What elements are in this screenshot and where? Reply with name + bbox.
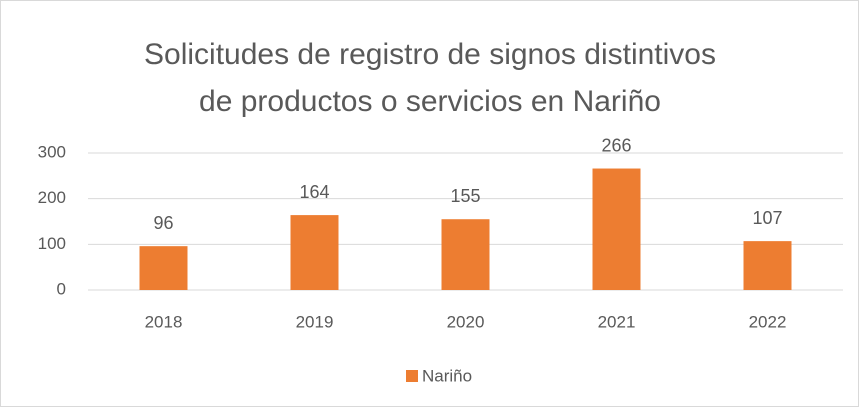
data-label: 266 [601, 135, 631, 155]
legend-label: Nariño [422, 366, 472, 385]
x-tick-label: 2021 [598, 312, 636, 331]
y-tick-label: 0 [57, 279, 66, 298]
y-tick-label: 200 [38, 188, 66, 207]
chart-title: de productos o servicios en Nariño [199, 85, 661, 118]
data-label: 164 [299, 182, 329, 202]
x-tick-label: 2018 [145, 312, 183, 331]
chart-title: Solicitudes de registro de signos distin… [144, 38, 716, 71]
y-tick-label: 100 [38, 234, 66, 253]
legend-swatch [406, 370, 418, 382]
y-tick-label: 300 [38, 142, 66, 161]
data-label: 107 [752, 208, 782, 228]
bar [743, 241, 792, 290]
x-tick-label: 2020 [447, 312, 485, 331]
x-tick-label: 2022 [749, 312, 787, 331]
bar [441, 219, 490, 290]
bar [139, 246, 188, 290]
data-label: 96 [153, 213, 173, 233]
x-tick-label: 2019 [296, 312, 334, 331]
data-label: 155 [450, 186, 480, 206]
bar [592, 168, 641, 290]
bar [290, 215, 339, 290]
